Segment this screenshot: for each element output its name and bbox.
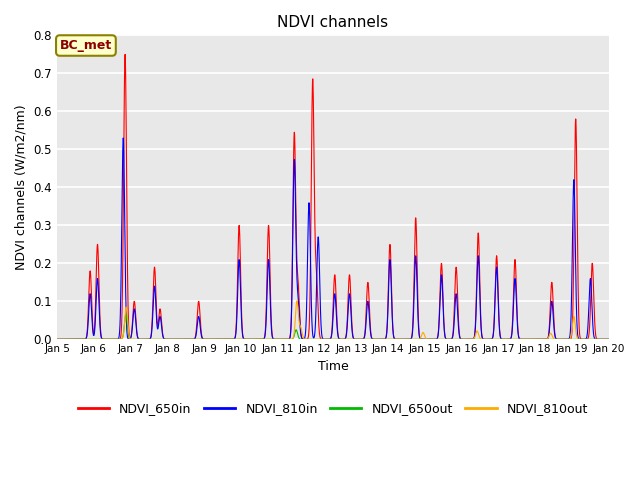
NDVI_810out (265, 336, 273, 342)
Legend: NDVI_650in, NDVI_810in, NDVI_650out, NDVI_810out: NDVI_650in, NDVI_810in, NDVI_650out, NDV… (73, 397, 593, 420)
NDVI_810in (535, 336, 543, 342)
NDVI_810in (289, 240, 296, 245)
Title: NDVI channels: NDVI channels (277, 15, 388, 30)
Line: NDVI_810in: NDVI_810in (57, 138, 609, 339)
NDVI_650out (116, 336, 124, 342)
NDVI_810out (149, 336, 157, 342)
NDVI_810in (595, 336, 602, 342)
NDVI_810out (605, 336, 612, 342)
NDVI_650in (121, 51, 129, 57)
X-axis label: Time: Time (317, 360, 348, 373)
NDVI_650out (289, 336, 296, 342)
NDVI_810out (289, 336, 296, 342)
NDVI_810out (535, 336, 543, 342)
NDVI_650out (605, 336, 612, 342)
NDVI_810in (120, 135, 127, 141)
NDVI_810out (53, 336, 61, 342)
NDVI_650in (535, 336, 543, 342)
NDVI_650in (53, 336, 61, 342)
NDVI_650out (149, 336, 157, 342)
NDVI_650out (122, 312, 130, 317)
Line: NDVI_650in: NDVI_650in (57, 54, 609, 339)
Text: BC_met: BC_met (60, 39, 112, 52)
NDVI_650in (265, 224, 273, 230)
Line: NDVI_650out: NDVI_650out (57, 314, 609, 339)
NDVI_810in (265, 258, 273, 264)
NDVI_650in (116, 336, 124, 342)
NDVI_810in (53, 336, 61, 342)
NDVI_650in (595, 336, 602, 342)
NDVI_650out (265, 336, 273, 342)
NDVI_810in (605, 336, 612, 342)
Y-axis label: NDVI channels (W/m2/nm): NDVI channels (W/m2/nm) (15, 105, 28, 270)
Line: NDVI_810out: NDVI_810out (57, 301, 609, 339)
NDVI_810out (595, 336, 602, 342)
NDVI_810in (149, 309, 157, 314)
NDVI_650in (149, 299, 157, 304)
NDVI_650out (595, 336, 602, 342)
NDVI_810out (116, 336, 124, 342)
NDVI_810out (293, 298, 301, 304)
NDVI_650in (605, 336, 612, 342)
NDVI_650in (289, 225, 296, 231)
NDVI_810in (116, 323, 124, 328)
NDVI_650out (53, 336, 61, 342)
NDVI_650out (535, 336, 543, 342)
